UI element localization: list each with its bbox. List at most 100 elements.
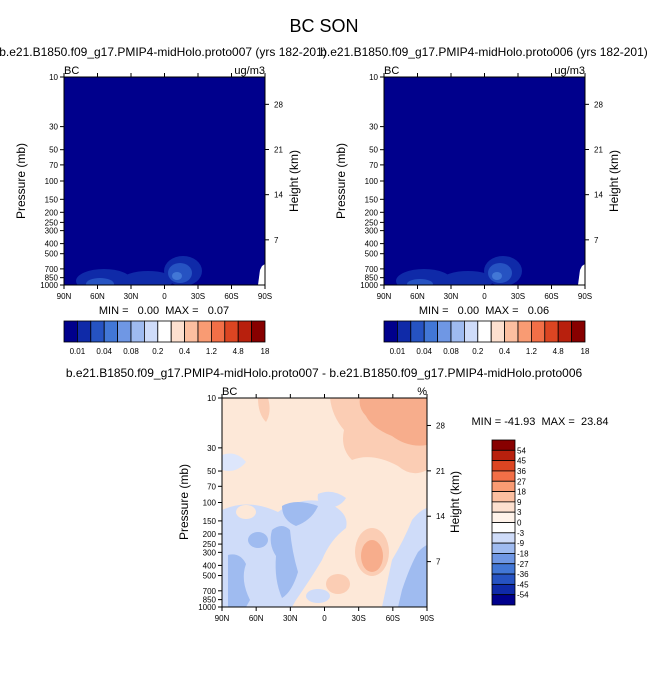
y2-tick-label: 7 bbox=[436, 558, 441, 567]
y-tick-label: 50 bbox=[369, 146, 378, 155]
colorbar-swatch bbox=[571, 320, 586, 343]
y-tick-label: 300 bbox=[203, 548, 217, 557]
background-field bbox=[384, 77, 585, 285]
y2-axis-label: Height (km) bbox=[607, 150, 621, 212]
colorbar-label: 0 bbox=[517, 519, 522, 528]
y-tick-label: 70 bbox=[369, 161, 378, 170]
colorbar-swatch bbox=[531, 320, 546, 343]
colorbar-swatch bbox=[491, 449, 516, 462]
x-tick-label: 90S bbox=[258, 292, 272, 301]
colorbar-swatch bbox=[143, 320, 159, 343]
y2-tick-label: 21 bbox=[436, 467, 445, 476]
y-axis-label: Pressure (mb) bbox=[177, 464, 191, 540]
y-tick-label: 850 bbox=[45, 274, 59, 283]
y-tick-label: 10 bbox=[207, 394, 216, 403]
colorbar-label: 0.4 bbox=[499, 347, 511, 356]
colorbar-swatch bbox=[237, 320, 252, 343]
y-tick-label: 150 bbox=[203, 517, 217, 526]
colorbar-swatch bbox=[557, 320, 573, 343]
colorbar-label: 3 bbox=[517, 508, 522, 517]
colorbar-swatch bbox=[491, 491, 516, 503]
colorbar-label: 1.2 bbox=[526, 347, 538, 356]
figure-title: BC SON bbox=[289, 16, 358, 36]
colorbar-swatch bbox=[491, 470, 516, 482]
colorbar-label: -3 bbox=[517, 529, 525, 538]
colorbar: 0.01 0.04 0.08 0.2 0.4 1.2 4.8 18 bbox=[383, 320, 590, 356]
contour-positive-column-core bbox=[361, 540, 383, 572]
y-tick-label: 300 bbox=[45, 227, 59, 236]
colorbar-swatch bbox=[90, 320, 105, 343]
panel-title: b.e21.B1850.f09_g17.PMIP4-midHolo.proto0… bbox=[66, 366, 583, 380]
y-tick-label: 30 bbox=[49, 123, 58, 132]
y-tick-label: 700 bbox=[203, 587, 217, 596]
colorbar-swatch bbox=[491, 583, 516, 596]
colorbar-swatch bbox=[251, 320, 266, 343]
colorbar-label: -9 bbox=[517, 539, 525, 548]
plot-area bbox=[384, 77, 585, 285]
x-tick-label: 60N bbox=[90, 292, 105, 301]
y2-tick-label: 7 bbox=[274, 236, 279, 245]
panel-difference: b.e21.B1850.f09_g17.PMIP4-midHolo.proto0… bbox=[66, 366, 609, 623]
contour-peak-inner bbox=[492, 272, 502, 280]
colorbar: 0.01 0.04 0.08 0.2 0.4 1.2 4.8 18 bbox=[63, 320, 270, 356]
colorbar-label: 0.01 bbox=[70, 347, 86, 356]
colorbar-swatch bbox=[491, 563, 516, 575]
y2-tick-label: 21 bbox=[274, 146, 283, 155]
contour-negative-band-40n bbox=[282, 502, 318, 526]
colorbar-swatch bbox=[210, 320, 226, 343]
left-corner-label: BC bbox=[384, 65, 399, 77]
panel-title: b.e21.B1850.f09_g17.PMIP4-midHolo.proto0… bbox=[320, 45, 648, 59]
x-tick-label: 90N bbox=[377, 292, 392, 301]
colorbar-swatch bbox=[117, 320, 132, 343]
colorbar-swatch bbox=[450, 320, 465, 343]
y-tick-label: 200 bbox=[45, 208, 59, 217]
colorbar-label: 0.01 bbox=[390, 347, 406, 356]
y-tick-label: 30 bbox=[369, 123, 378, 132]
contour-negative-band-30n bbox=[270, 526, 298, 598]
y-tick-label: 400 bbox=[365, 240, 379, 249]
left-corner-label: BC bbox=[64, 65, 79, 77]
x-axis: 90N 60N 30N 0 30S 60S 90S bbox=[377, 73, 592, 301]
colorbar-label: -45 bbox=[517, 580, 529, 589]
right-corner-label: ug/m3 bbox=[234, 65, 265, 77]
colorbar-swatch bbox=[491, 480, 516, 492]
surface-mask bbox=[578, 264, 585, 285]
left-corner-label: BC bbox=[222, 386, 237, 398]
colorbar-label: 1.2 bbox=[206, 347, 218, 356]
contour-plume-equator bbox=[442, 271, 494, 285]
x-tick-label: 60S bbox=[386, 614, 400, 623]
y2-tick-label: 14 bbox=[274, 191, 283, 200]
colorbar-swatch bbox=[170, 320, 185, 343]
y-tick-label: 250 bbox=[365, 218, 379, 227]
y-axis-right: 28 21 14 7 bbox=[427, 421, 445, 567]
contour-negative-mid-equator bbox=[317, 491, 346, 508]
x-tick-label: 30N bbox=[444, 292, 459, 301]
y-tick-label: 500 bbox=[45, 250, 59, 259]
y2-axis-label: Height (km) bbox=[287, 150, 301, 212]
y-tick-label: 150 bbox=[45, 195, 59, 204]
colorbar-swatch bbox=[491, 594, 516, 606]
y-axis-right: 28 21 14 7 bbox=[265, 100, 283, 245]
colorbar-label: 36 bbox=[517, 467, 526, 476]
colorbar-swatch bbox=[383, 320, 398, 343]
stats-text: MIN = -41.93 MAX = 23.84 bbox=[472, 416, 609, 428]
x-tick-label: 30N bbox=[283, 614, 298, 623]
colorbar-label: 0.08 bbox=[123, 347, 139, 356]
colorbar-label: 18 bbox=[261, 347, 270, 356]
x-tick-label: 0 bbox=[162, 292, 167, 301]
y-tick-label: 100 bbox=[365, 177, 379, 186]
contour-positive-upper-core bbox=[359, 398, 427, 446]
y-tick-label: 10 bbox=[369, 73, 378, 82]
colorbar-swatch bbox=[77, 320, 92, 343]
y2-tick-label: 28 bbox=[274, 100, 283, 109]
y2-tick-label: 21 bbox=[594, 146, 603, 155]
colorbar-swatch bbox=[197, 320, 212, 343]
y-tick-label: 150 bbox=[365, 195, 379, 204]
colorbar-label: 4.8 bbox=[233, 347, 245, 356]
colorbar-label: 27 bbox=[517, 477, 526, 486]
y-tick-label: 200 bbox=[203, 530, 217, 539]
colorbar-label: 4.8 bbox=[553, 347, 565, 356]
contour-positive-low-equator bbox=[326, 574, 350, 594]
